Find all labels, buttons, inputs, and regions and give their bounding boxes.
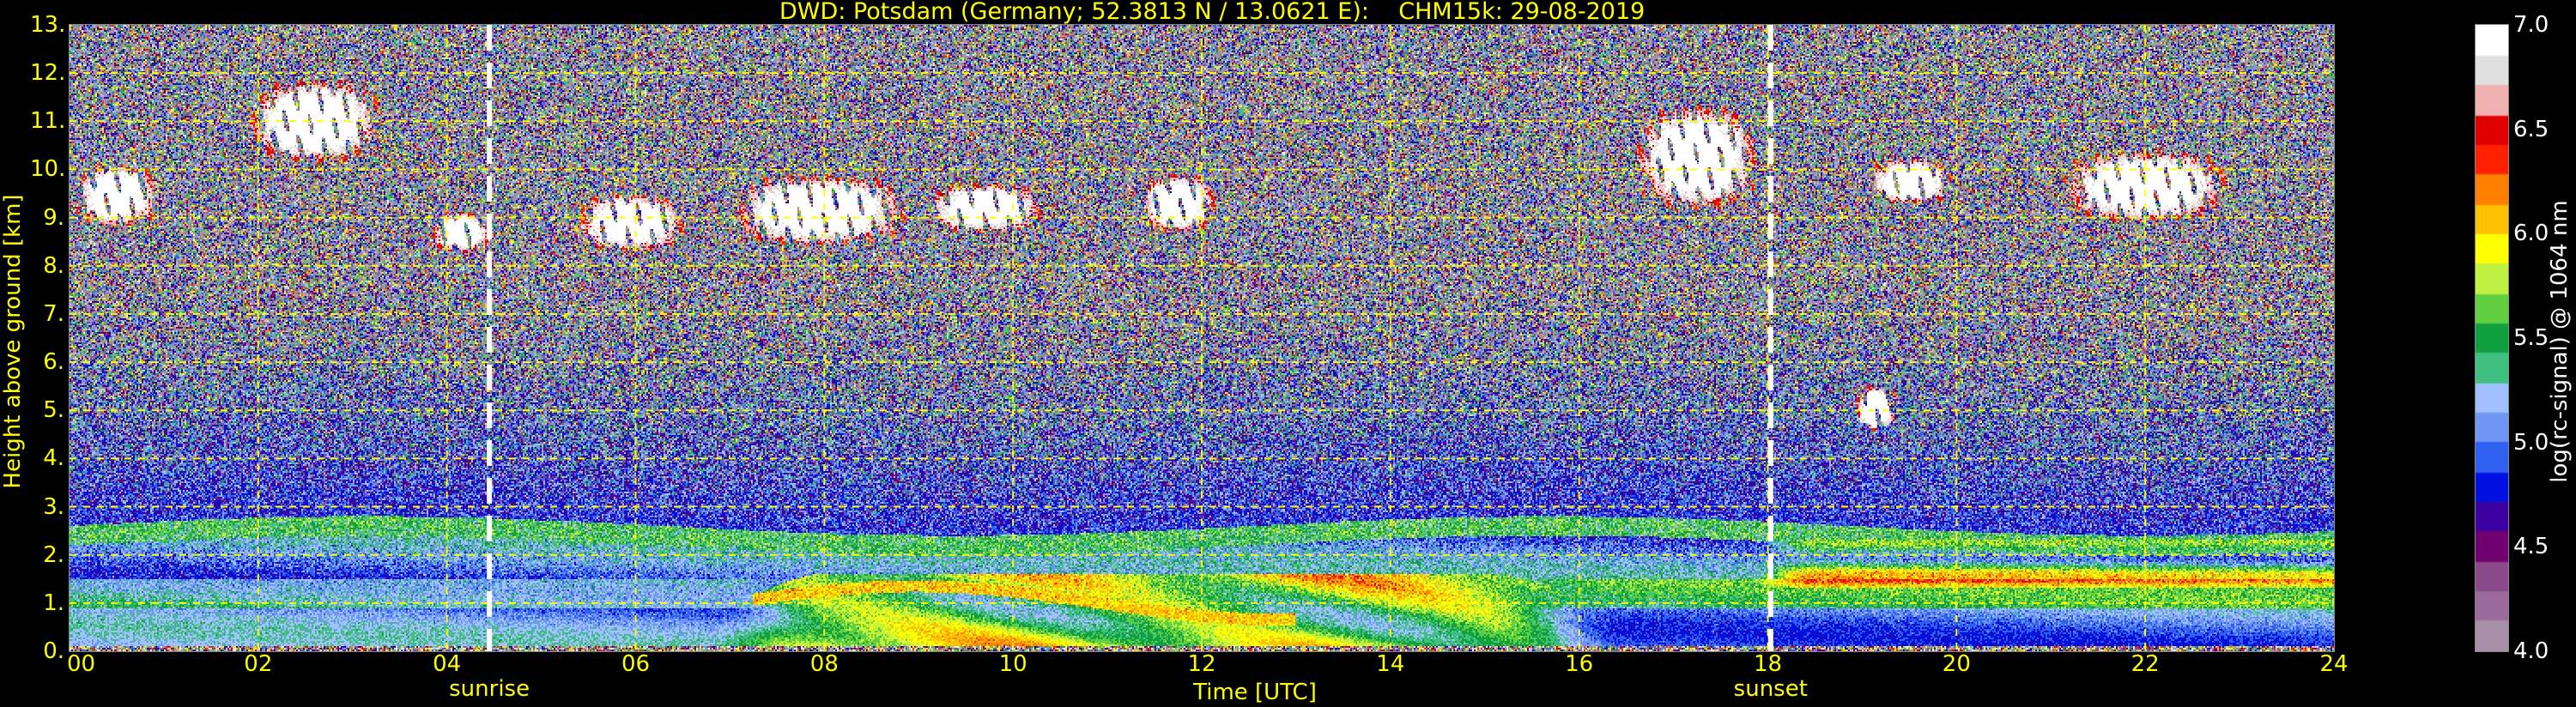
x-tick-label: 08 bbox=[810, 653, 839, 675]
y-tick-label: 11. bbox=[30, 110, 64, 132]
colorbar-tick-label: 6.0 bbox=[2513, 222, 2549, 245]
colorbar-tick-label: 4.5 bbox=[2513, 535, 2549, 558]
y-tick-label: 1. bbox=[30, 592, 64, 614]
x-tick-label: 00 bbox=[67, 653, 95, 675]
x-tick-label: 16 bbox=[1565, 653, 1593, 675]
grid-overlay bbox=[70, 25, 2334, 651]
x-tick-label: 18 bbox=[1754, 653, 1782, 675]
y-tick-label: 3. bbox=[30, 496, 64, 518]
x-tick-label: 24 bbox=[2319, 653, 2348, 675]
sunrise-label: sunrise bbox=[449, 678, 530, 700]
x-tick-label: 22 bbox=[2131, 653, 2160, 675]
x-tick-label: 12 bbox=[1187, 653, 1215, 675]
x-axis-label: Time [UTC] bbox=[1193, 681, 1317, 704]
y-tick-label: 6. bbox=[30, 351, 64, 373]
x-tick-label: 10 bbox=[999, 653, 1027, 675]
y-tick-label: 7. bbox=[30, 303, 64, 325]
x-tick-label: 02 bbox=[244, 653, 272, 675]
colorbar-tick-label: 5.0 bbox=[2513, 432, 2549, 454]
y-tick-label: 8. bbox=[30, 255, 64, 277]
plot-area bbox=[70, 25, 2334, 651]
y-tick-label: 2. bbox=[30, 544, 64, 566]
colorbar bbox=[2476, 25, 2508, 651]
x-tick-label: 04 bbox=[433, 653, 461, 675]
colorbar-label: log(rc-signal) @ 1064 nm bbox=[2549, 200, 2571, 482]
y-tick-label: 13. bbox=[30, 14, 64, 36]
colorbar-tick-label: 7.0 bbox=[2513, 14, 2549, 36]
colorbar-tick-label: 4.0 bbox=[2513, 640, 2549, 662]
y-tick-label: 12. bbox=[30, 62, 64, 84]
y-tick-label: 0. bbox=[30, 640, 64, 662]
y-axis-label: Height above ground [km] bbox=[2, 194, 24, 488]
y-tick-label: 9. bbox=[30, 207, 64, 229]
x-tick-label: 14 bbox=[1376, 653, 1404, 675]
sunset-label: sunset bbox=[1734, 678, 1808, 700]
y-tick-label: 5. bbox=[30, 399, 64, 421]
y-tick-label: 10. bbox=[30, 158, 64, 180]
y-tick-label: 4. bbox=[30, 447, 64, 469]
x-tick-label: 06 bbox=[621, 653, 650, 675]
chart-title: DWD: Potsdam (Germany; 52.3813 N / 13.06… bbox=[779, 0, 1645, 24]
colorbar-tick-label: 5.5 bbox=[2513, 327, 2549, 349]
colorbar-tick-label: 6.5 bbox=[2513, 118, 2549, 141]
x-tick-label: 20 bbox=[1943, 653, 1971, 675]
